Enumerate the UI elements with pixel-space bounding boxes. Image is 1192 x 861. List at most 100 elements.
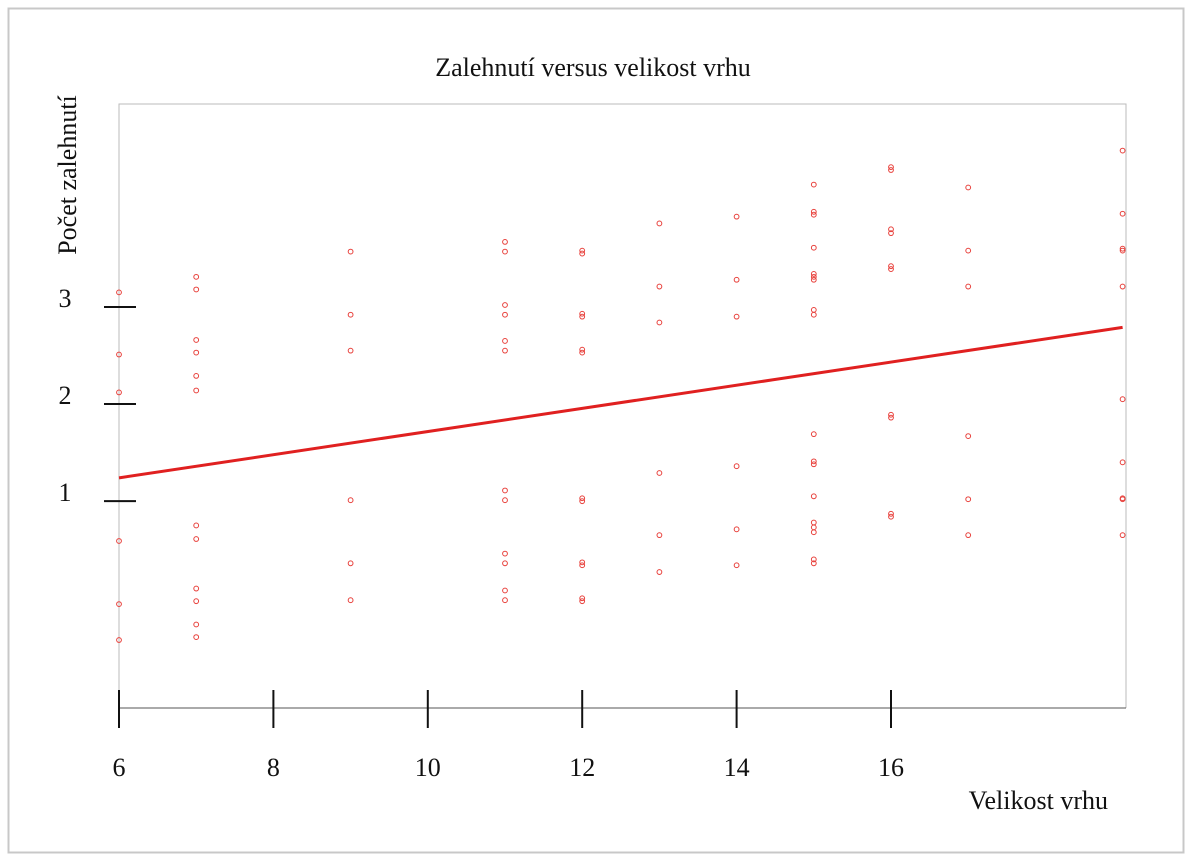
point: [810, 493, 817, 500]
point: [502, 347, 508, 354]
point: [1119, 283, 1126, 290]
point: [1119, 245, 1126, 252]
point: [810, 519, 817, 526]
point: [965, 184, 972, 191]
point: [193, 522, 200, 529]
chart-title: Zalehnutí versus velikost vrhu: [435, 53, 751, 82]
point: [656, 532, 663, 539]
y-tick-label: 2: [59, 381, 72, 410]
point: [810, 276, 817, 283]
point: [347, 248, 354, 255]
point: [888, 411, 894, 418]
point: [810, 244, 817, 251]
point: [1119, 147, 1126, 154]
point: [656, 569, 663, 575]
point: [1119, 459, 1126, 466]
point: [502, 550, 508, 557]
point: [579, 313, 586, 320]
x-tick-label: 10: [415, 753, 441, 782]
page-border: [7, 7, 1185, 854]
point: [1119, 396, 1126, 403]
y-axis-label: Počet zalehnutí: [53, 95, 82, 255]
point: [579, 598, 586, 605]
point: [888, 164, 894, 171]
point: [116, 351, 122, 358]
point: [810, 458, 817, 465]
point: [888, 226, 894, 233]
point: [579, 247, 586, 254]
point: [579, 495, 586, 502]
x-tick-label: 12: [569, 753, 595, 782]
point: [502, 560, 508, 567]
point: [1119, 247, 1126, 254]
point: [810, 529, 817, 536]
point: [579, 595, 586, 602]
point: [502, 311, 508, 318]
point: [965, 283, 972, 290]
point: [116, 389, 122, 396]
point: [810, 208, 817, 215]
point: [193, 372, 200, 379]
y-tick-label: 3: [59, 284, 72, 313]
point: [733, 526, 740, 533]
point: [810, 181, 817, 188]
point: [965, 532, 972, 539]
point: [810, 560, 817, 567]
point: [733, 213, 740, 220]
point: [965, 433, 972, 440]
point: [965, 496, 972, 503]
point: [579, 250, 586, 257]
y-tick-label: 1: [59, 478, 72, 507]
point: [810, 271, 817, 277]
point: [579, 559, 586, 566]
point: [579, 562, 586, 569]
point: [810, 311, 817, 318]
point: [656, 220, 663, 227]
x-tick-label: 6: [113, 753, 126, 782]
point: [888, 414, 894, 421]
point: [810, 431, 817, 438]
point: [193, 337, 200, 343]
point: [733, 463, 740, 470]
point: [888, 513, 894, 520]
point: [502, 597, 508, 604]
point: [347, 597, 354, 604]
point: [1119, 532, 1126, 539]
x-tick-label: 8: [267, 753, 280, 782]
point: [193, 585, 200, 592]
point: [733, 313, 740, 320]
point: [116, 601, 122, 607]
point: [810, 273, 817, 280]
point: [502, 238, 508, 245]
point: [579, 346, 586, 353]
x-tick-label: 16: [878, 753, 904, 782]
point: [810, 556, 817, 563]
point: [347, 560, 354, 567]
point: [502, 248, 508, 255]
point: [347, 311, 354, 318]
point: [347, 497, 354, 504]
point: [502, 338, 508, 344]
point: [116, 637, 122, 643]
point: [193, 349, 200, 356]
point: [656, 470, 663, 476]
point: [347, 347, 354, 354]
point: [810, 461, 817, 468]
fit-line: [118, 325, 1123, 480]
point: [116, 289, 122, 296]
point: [502, 587, 508, 594]
point: [656, 319, 663, 326]
point: [579, 310, 586, 317]
point: [656, 283, 663, 290]
plot-frame: [118, 103, 1127, 708]
point: [888, 167, 894, 173]
point: [1119, 210, 1126, 217]
point: [810, 524, 817, 531]
point: [579, 498, 586, 505]
point: [502, 302, 508, 308]
point: [888, 510, 894, 517]
point: [193, 387, 200, 394]
point: [502, 497, 508, 504]
point: [1119, 496, 1126, 503]
